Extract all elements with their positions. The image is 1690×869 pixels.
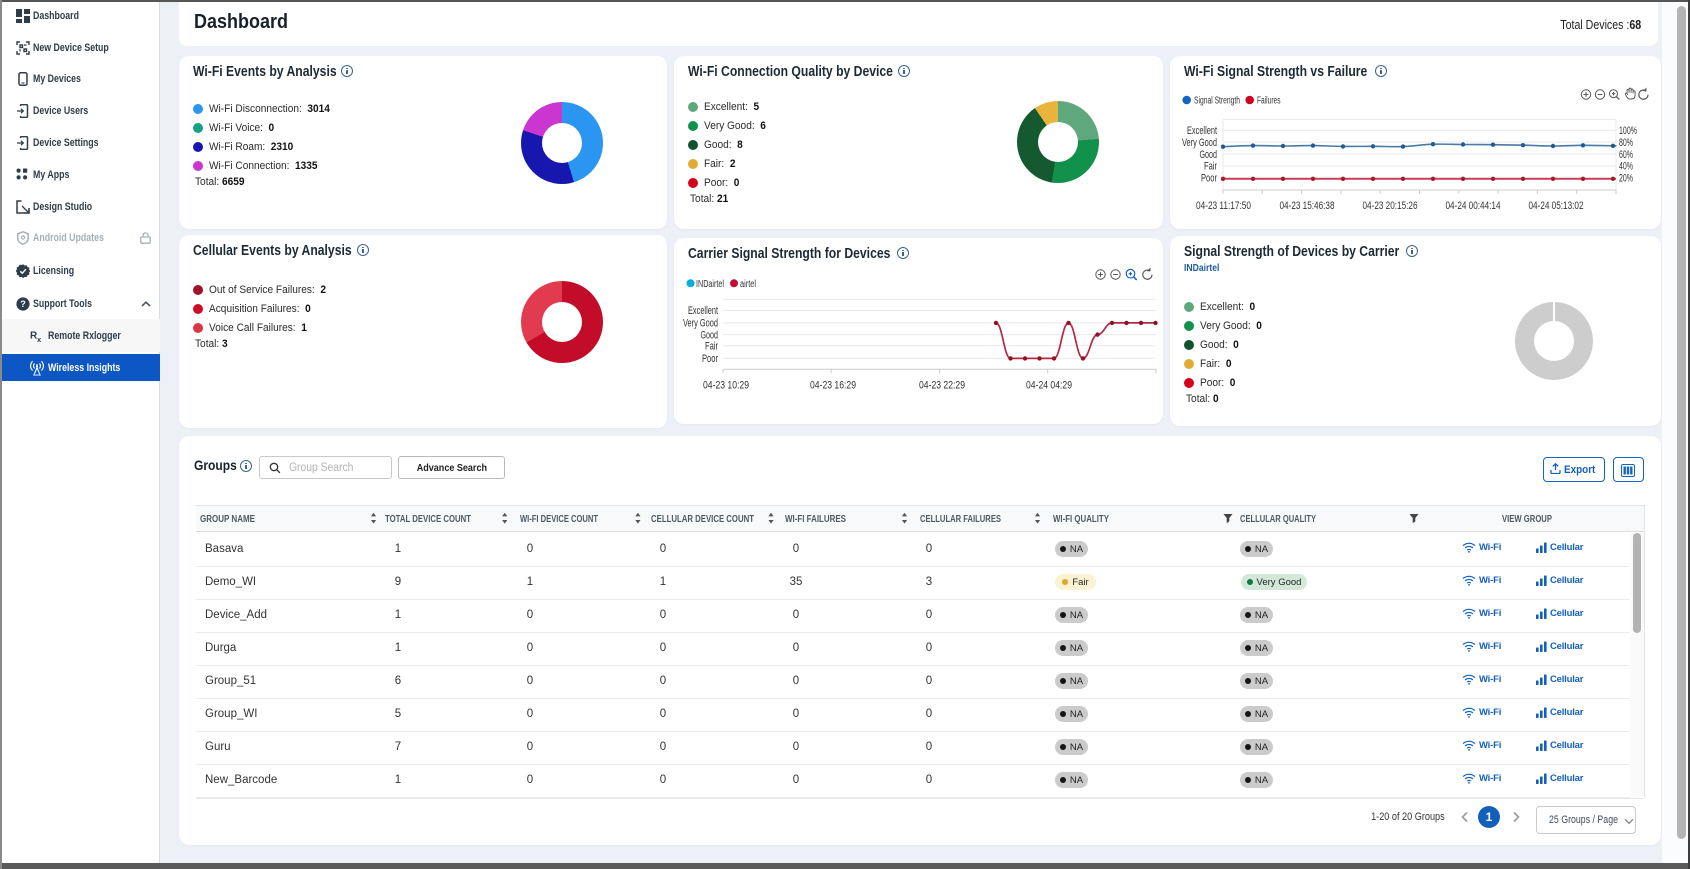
svg-text:04-23 10:29: 04-23 10:29 — [703, 380, 749, 392]
svg-text:CELLULAR QUALITY: CELLULAR QUALITY — [1240, 514, 1316, 525]
svg-text:Very Good: Very Good — [683, 318, 718, 330]
svg-text:Failures: Failures — [1257, 96, 1281, 107]
svg-text:100%: 100% — [1619, 125, 1637, 137]
svg-text:04-24 00:44:14: 04-24 00:44:14 — [1446, 200, 1501, 212]
svg-text:04-23 22:29: 04-23 22:29 — [919, 380, 965, 392]
svg-text:?: ? — [20, 299, 26, 309]
svg-text:Fair: Fair — [1204, 161, 1217, 173]
svg-text:CELLULAR DEVICE COUNT: CELLULAR DEVICE COUNT — [651, 514, 754, 525]
svg-text:60%: 60% — [1619, 149, 1633, 161]
svg-text:airtel: airtel — [740, 279, 756, 290]
svg-text:20%: 20% — [1619, 173, 1633, 185]
svg-text:04-24 05:13:02: 04-24 05:13:02 — [1529, 200, 1584, 212]
svg-text:WI-FI DEVICE COUNT: WI-FI DEVICE COUNT — [520, 514, 598, 525]
svg-text:Good: Good — [701, 329, 719, 341]
svg-text:GROUP NAME: GROUP NAME — [200, 514, 255, 525]
svg-text:Very Good: Very Good — [1182, 137, 1217, 149]
svg-text:04-24 04:29: 04-24 04:29 — [1026, 380, 1072, 392]
svg-text:40%: 40% — [1619, 161, 1633, 173]
svg-text:80%: 80% — [1619, 137, 1633, 149]
svg-text:Excellent: Excellent — [688, 305, 718, 317]
svg-text:TOTAL DEVICE COUNT: TOTAL DEVICE COUNT — [385, 514, 471, 525]
svg-text:VIEW GROUP: VIEW GROUP — [1502, 514, 1552, 525]
svg-text:04-23 16:29: 04-23 16:29 — [810, 380, 856, 392]
svg-text:INDairtel: INDairtel — [696, 279, 724, 290]
svg-text:Excellent: Excellent — [1187, 125, 1217, 137]
svg-text:04-23 20:15:26: 04-23 20:15:26 — [1363, 200, 1418, 212]
svg-text:CELLULAR FAILURES: CELLULAR FAILURES — [920, 514, 1001, 525]
svg-text:04-23 11:17:50: 04-23 11:17:50 — [1196, 200, 1251, 212]
svg-text:Fair: Fair — [705, 341, 718, 353]
svg-text:04-23 15:46:38: 04-23 15:46:38 — [1280, 200, 1335, 212]
svg-text:x: x — [37, 335, 42, 343]
svg-text:WI-FI QUALITY: WI-FI QUALITY — [1053, 514, 1109, 525]
svg-text:Poor: Poor — [1201, 173, 1217, 185]
svg-text:WI-FI FAILURES: WI-FI FAILURES — [785, 514, 846, 525]
svg-text:Poor: Poor — [702, 353, 718, 365]
svg-text:Signal Strength: Signal Strength — [1194, 96, 1240, 107]
svg-text:R: R — [30, 330, 38, 341]
svg-text:Good: Good — [1200, 149, 1218, 161]
